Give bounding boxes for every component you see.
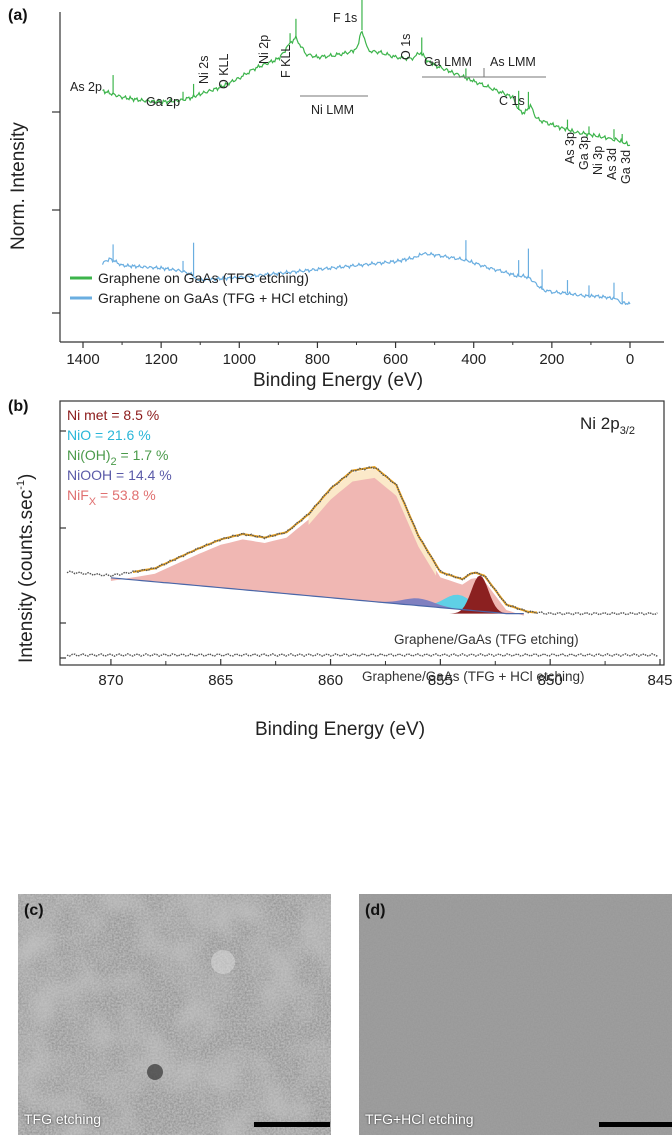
sample-label-hcl-box: Graphene/GaAs (TFG + HCl etching) xyxy=(362,669,585,684)
panel-b-chart: (b) 870 865 860 855 850 845 Intensity (counts… xyxy=(8,398,672,740)
a-peak-label: Ga 2p xyxy=(146,95,180,109)
a-xtick-label: 400 xyxy=(461,351,486,368)
panel-b-region-label: Ni 2p3/2 xyxy=(580,414,635,437)
panel-b-xlabel: Binding Energy (eV) xyxy=(255,719,425,740)
b-xtick-label: 865 xyxy=(208,672,233,689)
panel-a-series xyxy=(101,0,631,306)
panel-c-label: (c) xyxy=(24,902,44,919)
a-xtick-label: 200 xyxy=(539,351,564,368)
a-peak-label: As 3d xyxy=(605,148,619,180)
a-peak-label: Ni LMM xyxy=(311,103,354,117)
b-component-label: NiO = 21.6 % xyxy=(67,427,151,443)
a-xtick-label: 1400 xyxy=(66,351,99,368)
panel-d-scalebar xyxy=(599,1122,672,1127)
panel-d-caption: TFG+HCl etching xyxy=(365,1111,474,1127)
a-xtick-label: 0 xyxy=(626,351,634,368)
panel-a-auger-brackets xyxy=(300,68,546,97)
panel-b-component-legend: Ni met = 8.5 % NiO = 21.6 % Ni(OH)2 = 1.7 … xyxy=(67,407,172,508)
panel-c-caption: TFG etching xyxy=(24,1111,102,1127)
a-xtick-label: 600 xyxy=(383,351,408,368)
a-series-line-tfg xyxy=(102,30,631,147)
sem-texture-d xyxy=(359,894,672,1135)
panel-d-sem-image: (d) TFG+HCl etching xyxy=(359,894,672,1135)
b-background-line xyxy=(110,577,524,615)
a-peak-label: O KLL xyxy=(217,54,231,89)
b-data-trace-1 xyxy=(66,652,658,658)
panel-a-xticks: 1400 1200 1000 800 600 400 200 0 xyxy=(66,342,634,368)
a-peak-label: C 1s xyxy=(499,94,525,108)
panel-a-legend: Graphene on GaAs (TFG etching) Graphene … xyxy=(70,270,348,306)
b-component-nifx xyxy=(110,472,524,616)
a-peak-label: Ga 3p xyxy=(577,136,591,170)
a-peak-label: F KLL xyxy=(279,45,293,78)
a-peak-label: Ni 2p xyxy=(257,35,271,64)
panel-a-chart: (a) 1400 1200 1000 800 600 400 200 0 Norm. Inte… xyxy=(8,0,664,391)
panel-b-yticks xyxy=(60,430,66,659)
panel-b-fit-components xyxy=(110,465,538,616)
panel-b-xticks: 870 865 860 855 850 845 xyxy=(98,659,672,689)
panel-a-xlabel: Binding Energy (eV) xyxy=(253,370,423,391)
panel-a-label: (a) xyxy=(8,7,28,24)
b-xtick-label: 860 xyxy=(318,672,343,689)
b-component-niooh-top xyxy=(308,468,436,576)
sem-texture-c xyxy=(18,894,331,1135)
a-peak-label: As 3p xyxy=(563,132,577,164)
b-xtick-label: 855 xyxy=(428,672,453,689)
panel-a-yticks xyxy=(52,111,60,314)
a-peak-label: As LMM xyxy=(490,55,536,69)
panel-b-frame xyxy=(59,400,665,666)
a-peak-label: Ga 3d xyxy=(619,150,633,184)
b-xtick-label: 850 xyxy=(538,672,563,689)
b-component-label: NiFX = 53.8 % xyxy=(67,487,156,508)
b-xtick-label: 870 xyxy=(98,672,123,689)
a-peak-label: O 1s xyxy=(399,34,413,60)
panel-d-label: (d) xyxy=(365,902,386,919)
b-component-label: NiOOH = 14.4 % xyxy=(67,467,172,483)
panel-b-data-points xyxy=(66,466,658,658)
legend-label-hcl: Graphene on GaAs (TFG + HCl etching) xyxy=(98,290,348,306)
panel-c-scalebar xyxy=(254,1122,330,1127)
panel-b-label: (b) xyxy=(8,398,28,415)
b-xtick-label: 845 xyxy=(647,672,672,689)
legend-label-tfg: Graphene on GaAs (TFG etching) xyxy=(98,270,309,286)
panel-c-sem-image: (c) TFG etching xyxy=(18,894,331,1135)
b-component-niooh xyxy=(374,598,463,610)
b-data-trace-0 xyxy=(66,466,658,616)
a-xtick-label: 800 xyxy=(305,351,330,368)
panel-b-ylabel: Intensity (counts.sec-1) xyxy=(15,474,37,663)
a-peak-label: F 1s xyxy=(333,11,357,25)
a-peak-label: Ga LMM xyxy=(424,55,472,69)
b-component-ni-met xyxy=(449,575,515,614)
a-peak-label: As 2p xyxy=(70,80,102,94)
a-peak-label: Ni 3p xyxy=(591,146,605,175)
b-component-label: Ni met = 8.5 % xyxy=(67,407,159,423)
sample-label-tfg: Graphene/GaAs (TFG etching) xyxy=(394,632,579,647)
b-component-label: Ni(OH)2 = 1.7 % xyxy=(67,447,168,468)
a-xtick-label: 1000 xyxy=(223,351,256,368)
a-peak-label: Ni 2s xyxy=(197,56,211,84)
a-xtick-label: 1200 xyxy=(144,351,177,368)
panel-a-peak-labels: As 2p Ga 2p Ni 2s O KLL Ni 2p F KLL F 1s O 1s Ga… xyxy=(70,11,633,184)
panel-a-ylabel: Norm. Intensity xyxy=(8,122,29,250)
